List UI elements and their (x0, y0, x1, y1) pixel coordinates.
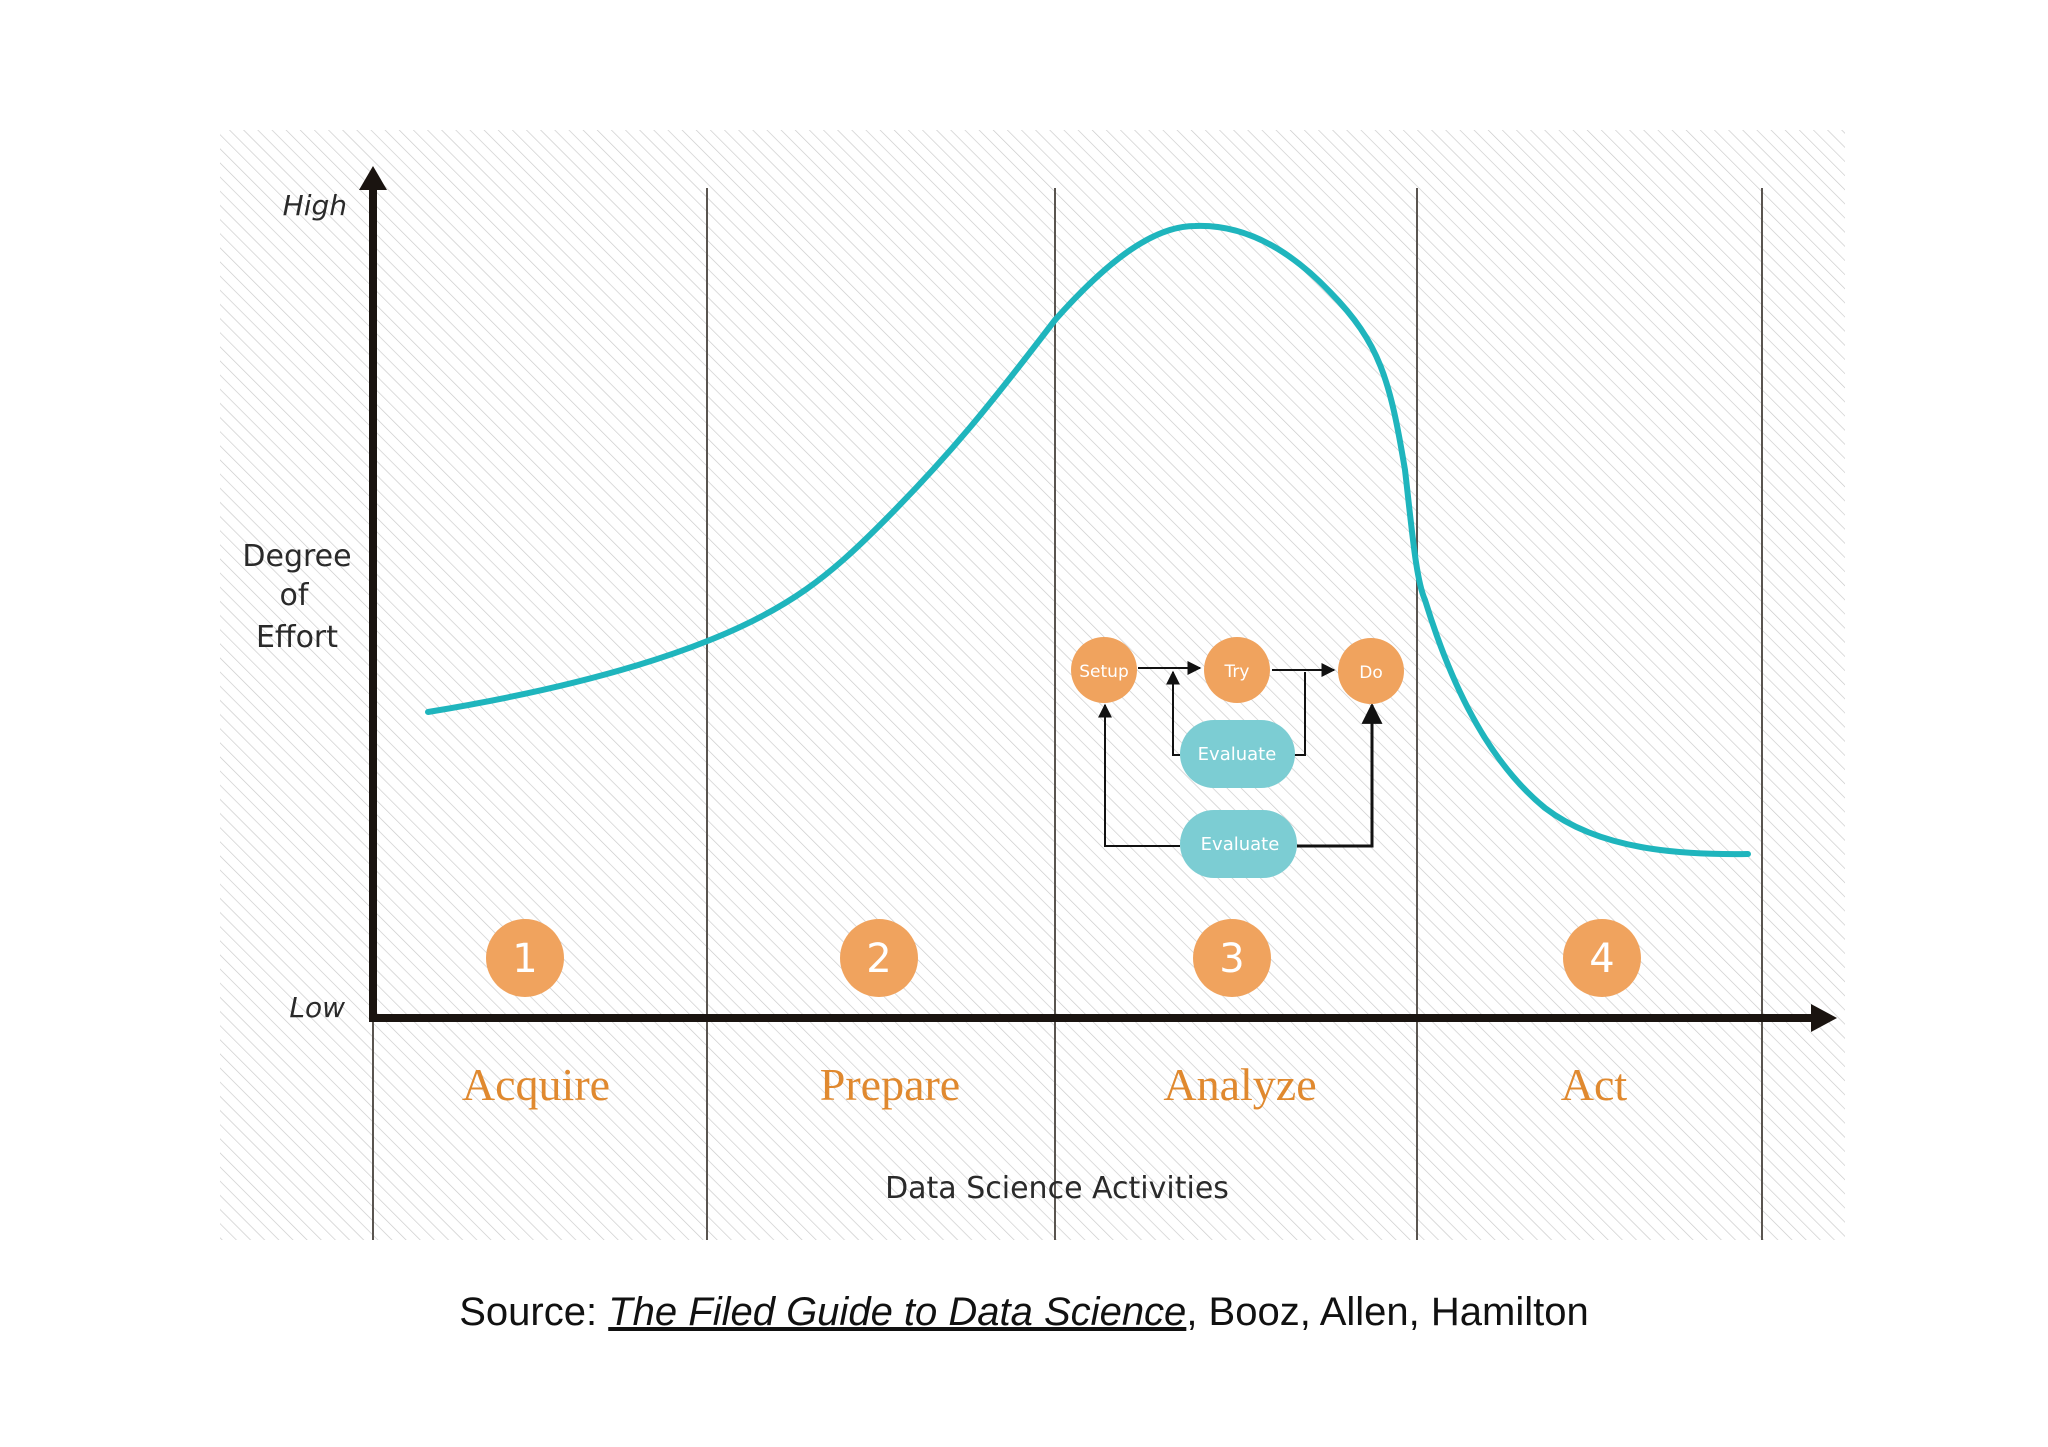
evaluate-outer-node: Evaluate (1180, 810, 1297, 878)
y-axis-title-line2: of (280, 578, 310, 613)
y-axis-title-line3: Effort (256, 620, 338, 655)
analysis-cycle: Setup Try Do Evaluate Evaluate (1071, 637, 1404, 878)
do-label: Do (1359, 663, 1383, 683)
source-suffix: , Booz, Allen, Hamilton (1186, 1290, 1589, 1334)
stage-3-name: Analyze (1163, 1059, 1316, 1110)
evaluate-inner-label: Evaluate (1198, 744, 1277, 765)
stage-2-marker: 2 (840, 919, 918, 997)
y-axis-arrowhead (359, 166, 387, 190)
x-axis-arrowhead (1811, 1004, 1837, 1032)
stage-4-marker: 4 (1563, 919, 1641, 997)
setup-node: Setup (1071, 637, 1137, 703)
y-axis-low-label: Low (289, 991, 345, 1024)
stage-4-name: Act (1561, 1059, 1628, 1110)
setup-label: Setup (1079, 662, 1128, 682)
connector-outer-evaluate-to-setup (1098, 703, 1180, 847)
stage-2-name: Prepare (820, 1059, 960, 1110)
connector-outer-evaluate-to-do (1297, 702, 1383, 848)
stage-3-marker: 3 (1193, 919, 1271, 997)
y-axis-high-label: High (283, 189, 347, 222)
y-axis-title-line1: Degree (242, 539, 351, 574)
source-prefix: Source: (459, 1290, 609, 1334)
connector-inner-evaluate-from (1292, 672, 1306, 756)
evaluate-inner-node: Evaluate (1180, 720, 1295, 788)
stage-2-number: 2 (866, 936, 891, 982)
evaluate-outer-label: Evaluate (1201, 834, 1280, 855)
stage-3-number: 3 (1219, 936, 1244, 982)
stage-1-number: 1 (512, 936, 537, 982)
x-axis-title: Data Science Activities (885, 1171, 1229, 1206)
hatched-background (220, 130, 1845, 1240)
stage-1-marker: 1 (486, 919, 564, 997)
try-label: Try (1224, 662, 1250, 682)
stage-1-name: Acquire (462, 1059, 610, 1110)
source-citation: Source: The Filed Guide to Data Science,… (0, 1290, 2048, 1335)
do-node: Do (1338, 638, 1404, 704)
connector-inner-evaluate-to (1166, 670, 1180, 756)
effort-curve (425, 222, 1751, 858)
stage-4-number: 4 (1589, 936, 1614, 982)
source-title-link[interactable]: The Filed Guide to Data Science (608, 1290, 1187, 1334)
try-node: Try (1204, 637, 1270, 703)
